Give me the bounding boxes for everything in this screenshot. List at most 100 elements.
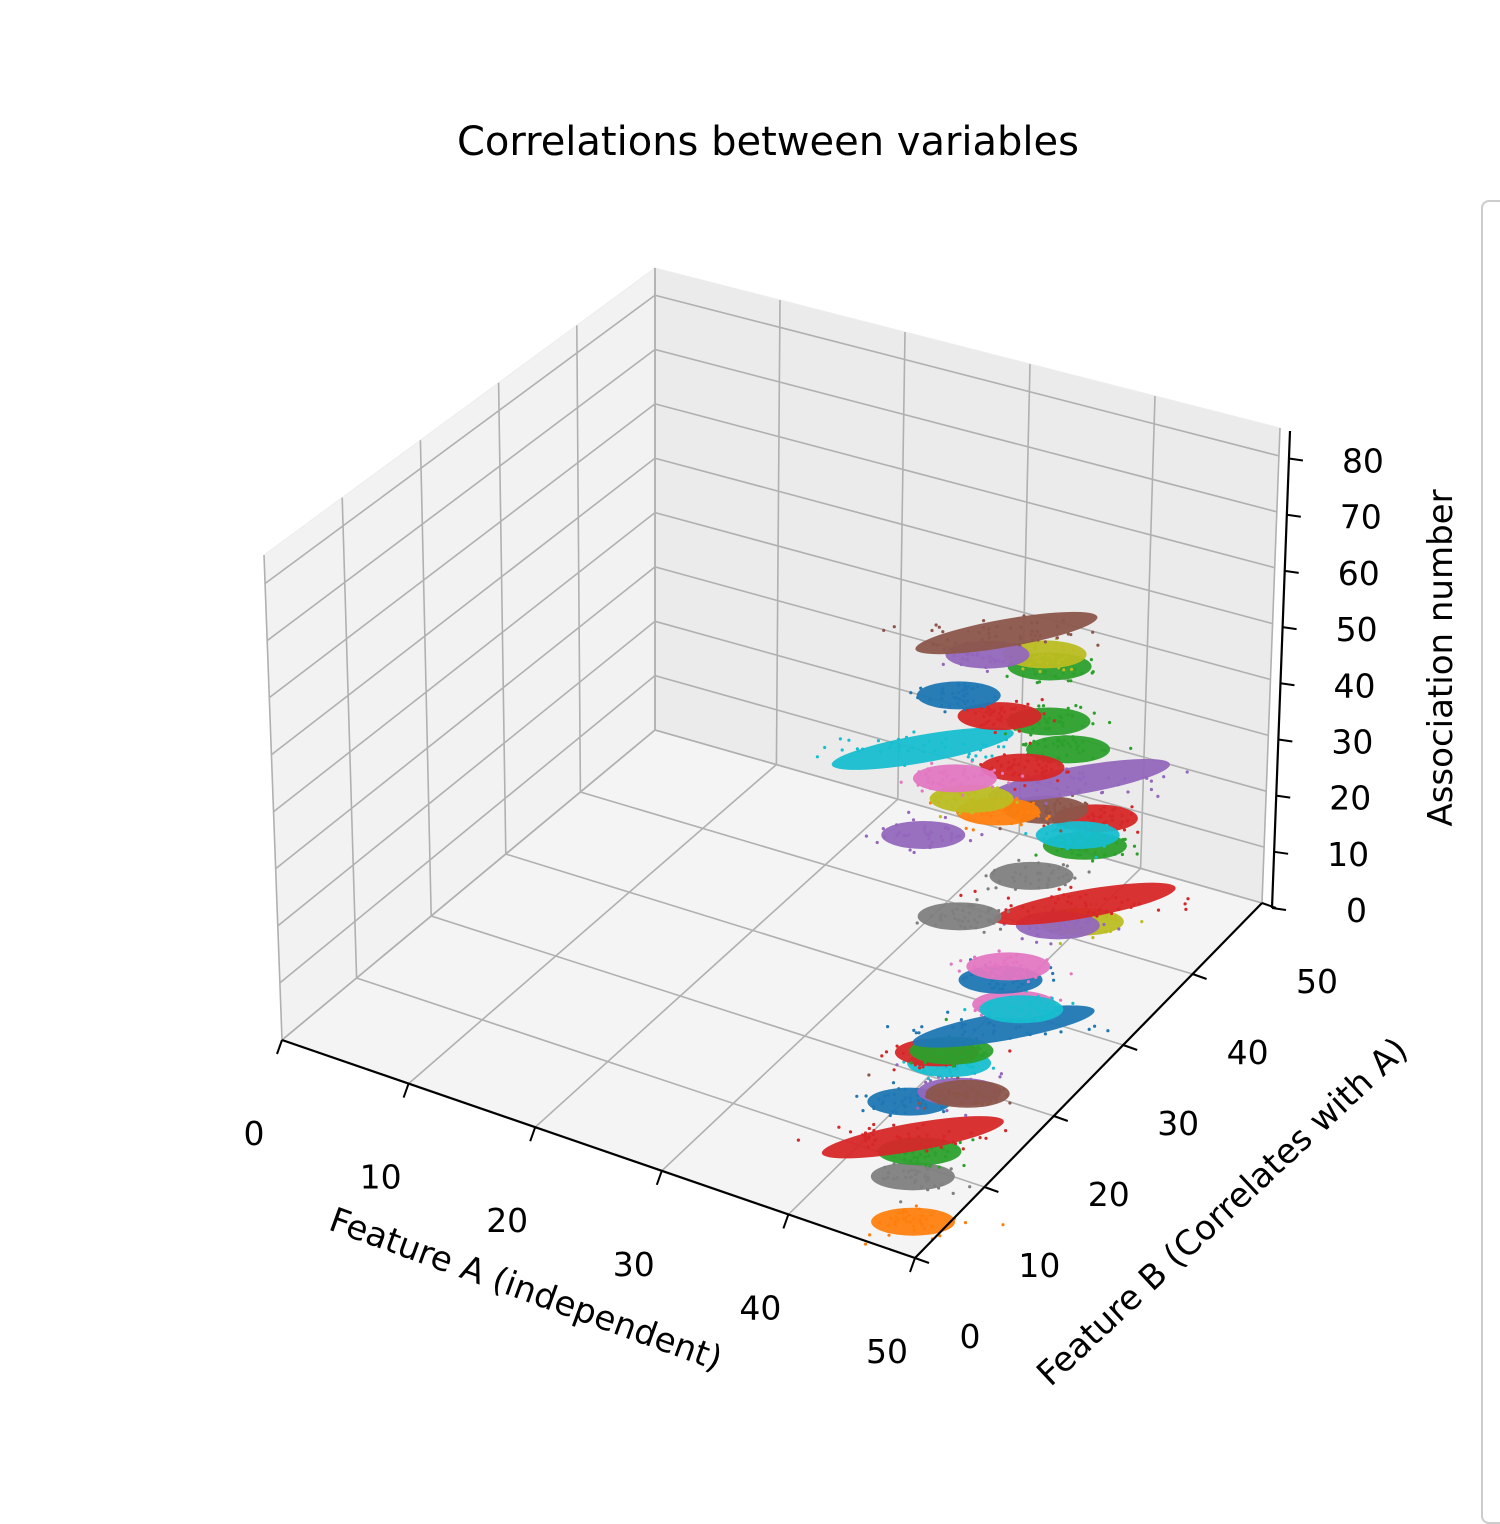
scatter-point [998, 1011, 1002, 1015]
scatter-point [922, 743, 926, 748]
scatter-point [1045, 661, 1049, 665]
scatter-point [938, 770, 942, 775]
scatter-point [950, 835, 954, 839]
scatter-point [1065, 785, 1069, 789]
scatter-point [962, 708, 967, 712]
scatter-point [1083, 901, 1087, 905]
scatter-point [1020, 774, 1025, 778]
scatter-point [911, 1224, 916, 1228]
scatter-point [1017, 729, 1021, 733]
scatter-point [961, 919, 965, 923]
scatter-point [1058, 926, 1062, 930]
scatter-point [907, 810, 911, 815]
scatter-point [1036, 638, 1040, 642]
scatter-point [980, 812, 984, 816]
scatter-point [883, 1165, 887, 1169]
scatter-point [905, 1210, 909, 1214]
x-tick [909, 1257, 916, 1273]
scatter-point [1162, 775, 1166, 779]
scatter-point [1110, 814, 1114, 818]
scatter-point [930, 1224, 934, 1228]
scatter-point [1067, 651, 1071, 655]
scatter-point [963, 1221, 968, 1225]
scatter-point [975, 652, 980, 656]
scatter-point [903, 1111, 907, 1115]
scatter-point [1008, 655, 1013, 659]
scatter-point [939, 794, 943, 798]
scatter-point [1007, 1006, 1012, 1011]
scatter-point [925, 1179, 929, 1183]
z-tick-label: 50 [1336, 610, 1378, 649]
scatter-points [796, 611, 1190, 1246]
scatter-point [993, 985, 997, 989]
scatter-point [863, 1131, 868, 1135]
scatter-point [946, 1052, 950, 1056]
scatter-point [1117, 927, 1121, 931]
scatter-point [1012, 758, 1016, 762]
scatter-point [952, 695, 956, 700]
scatter-point [931, 642, 936, 646]
scatter-point [1012, 879, 1017, 883]
scatter-point [1070, 912, 1074, 916]
scatter-point [1036, 994, 1040, 999]
scatter-point [928, 1164, 932, 1168]
scatter-point [947, 1056, 951, 1060]
scatter-point [892, 1162, 896, 1166]
scatter-point [926, 775, 930, 779]
scatter-point [872, 1122, 876, 1127]
scatter-point [976, 1045, 980, 1049]
scatter-point [1072, 831, 1076, 835]
scatter-point [1035, 788, 1039, 792]
x-tick [782, 1214, 790, 1229]
scatter-point [1024, 832, 1028, 836]
scatter-point [985, 1005, 989, 1009]
y-tick [914, 1257, 930, 1264]
scatter-point [930, 831, 934, 835]
scatter-point [1098, 908, 1102, 912]
series-0 [863, 1204, 1005, 1246]
cluster-core [957, 702, 1042, 731]
scatter-point [1099, 808, 1103, 812]
scatter-point [1077, 789, 1081, 793]
scatter-point [1045, 1004, 1049, 1008]
scatter-point [917, 770, 921, 774]
scatter-point [905, 1220, 909, 1224]
scatter-point [991, 1066, 996, 1070]
scatter-point [986, 907, 991, 911]
scatter-point [940, 1105, 944, 1109]
scatter-point [1002, 961, 1006, 965]
scatter-point [884, 1177, 888, 1181]
scatter-point [875, 840, 879, 845]
scatter-point [1028, 926, 1032, 931]
scatter-point [837, 1125, 841, 1129]
scatter-point [886, 1025, 890, 1029]
scatter-point [823, 745, 827, 750]
scatter-point [1030, 1000, 1034, 1004]
scatter-point [855, 747, 860, 751]
scatter-point [1046, 760, 1051, 764]
scatter-point [946, 1149, 950, 1154]
scatter-point [1062, 805, 1066, 810]
scatter-point [1049, 929, 1053, 933]
scatter-point [929, 1147, 933, 1151]
scatter-point [895, 833, 899, 837]
scatter-point [939, 913, 943, 917]
scatter-point [1108, 929, 1112, 934]
scatter-point [894, 1215, 899, 1219]
scatter-point [951, 806, 955, 810]
scatter-point [838, 737, 843, 741]
scatter-point [961, 742, 965, 746]
scatter-point [944, 737, 948, 741]
scatter-point [943, 710, 947, 714]
scatter-point [953, 1057, 957, 1061]
scatter-point [909, 1061, 913, 1065]
scatter-point [1110, 818, 1114, 822]
scatter-point [997, 879, 1001, 884]
scatter-point [952, 1063, 956, 1067]
scatter-point [940, 778, 945, 782]
scatter-point [976, 685, 980, 689]
scatter-point [1023, 967, 1027, 971]
scatter-point [923, 1175, 927, 1179]
scatter-point [1058, 792, 1062, 796]
scatter-point [1091, 756, 1095, 760]
